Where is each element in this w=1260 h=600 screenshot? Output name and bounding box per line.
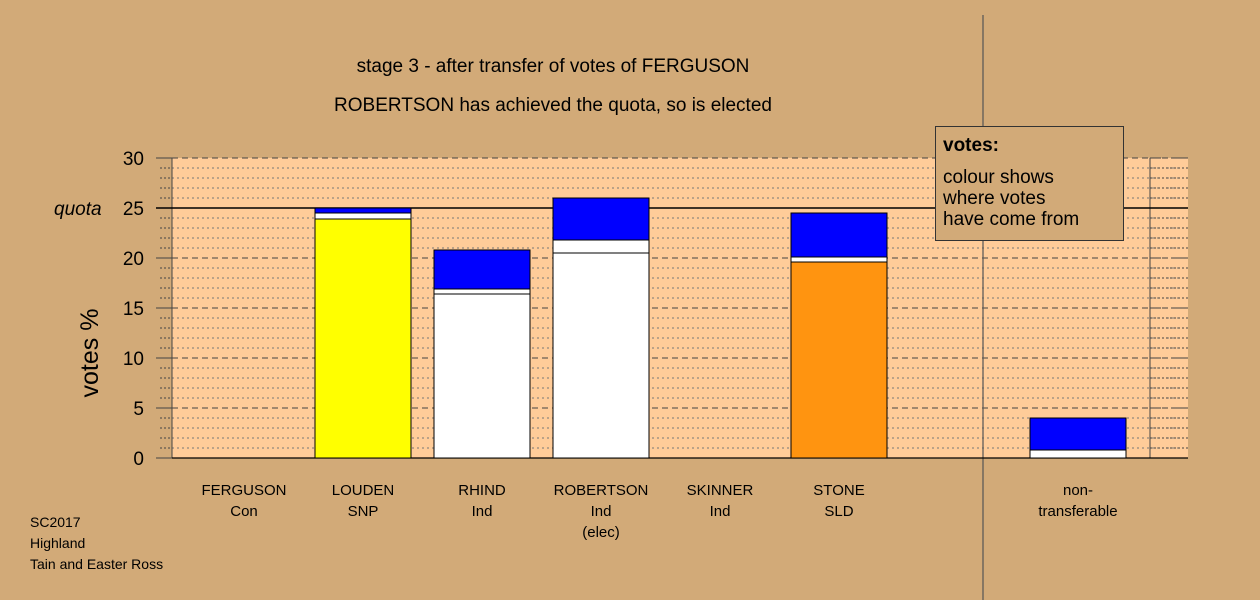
- source-line: Highland: [30, 535, 86, 551]
- y-axis-label: votes %: [76, 309, 104, 398]
- y-tick-label: 10: [123, 349, 144, 370]
- bar-segment: [1029, 417, 1127, 451]
- category-label: transferable: [1038, 503, 1117, 520]
- source-line: Tain and Easter Ross: [30, 556, 164, 572]
- category-label: SNP: [348, 503, 379, 520]
- category-label: LOUDEN: [332, 482, 395, 499]
- y-tick-label: 25: [123, 199, 144, 220]
- quota-label: quota: [54, 199, 102, 220]
- category-label: SKINNER: [687, 482, 754, 499]
- legend-line: colour shows: [943, 167, 1054, 188]
- bar-segment: [314, 207, 412, 214]
- bar-segment: [433, 293, 531, 459]
- y-tick-label: 30: [123, 149, 144, 170]
- bar-segment: [314, 218, 412, 459]
- legend-line: have come from: [943, 209, 1080, 230]
- category-label: RHIND: [458, 482, 506, 499]
- bar-segment: [552, 197, 650, 241]
- chart-subtitle: ROBERTSON has achieved the quota, so is …: [334, 95, 772, 116]
- y-tick-label: 15: [123, 299, 144, 320]
- category-label: Ind: [710, 503, 731, 520]
- source-line: SC2017: [30, 514, 81, 530]
- bar-segment: [433, 249, 531, 290]
- legend-title: votes:: [943, 135, 999, 156]
- y-tick-label: 5: [133, 399, 144, 420]
- category-label: FERGUSON: [201, 482, 286, 499]
- bar-segment: [790, 212, 888, 258]
- source-note: SC2017 Highland Tain and Easter Ross: [30, 512, 163, 575]
- legend-box: votes: colour shows where votes have com…: [935, 126, 1124, 241]
- chart-title: stage 3 - after transfer of votes of FER…: [357, 56, 750, 77]
- category-label: STONE: [813, 482, 864, 499]
- bar-segment: [790, 261, 888, 459]
- bar-segment: [1029, 449, 1127, 459]
- legend-line: where votes: [943, 188, 1046, 209]
- category-label: Ind: [591, 503, 612, 520]
- bar-segment: [552, 239, 650, 254]
- category-label: Con: [230, 503, 258, 520]
- y-tick-label: 0: [133, 449, 144, 470]
- bar-segment: [433, 288, 531, 295]
- category-label: (elec): [582, 524, 620, 541]
- category-label: SLD: [824, 503, 853, 520]
- bar-segment: [314, 212, 412, 220]
- category-label: non-: [1063, 482, 1093, 499]
- category-label: ROBERTSON: [554, 482, 649, 499]
- bar-segment: [790, 256, 888, 263]
- y-tick-label: 20: [123, 249, 144, 270]
- bar-segment: [552, 252, 650, 459]
- category-label: Ind: [472, 503, 493, 520]
